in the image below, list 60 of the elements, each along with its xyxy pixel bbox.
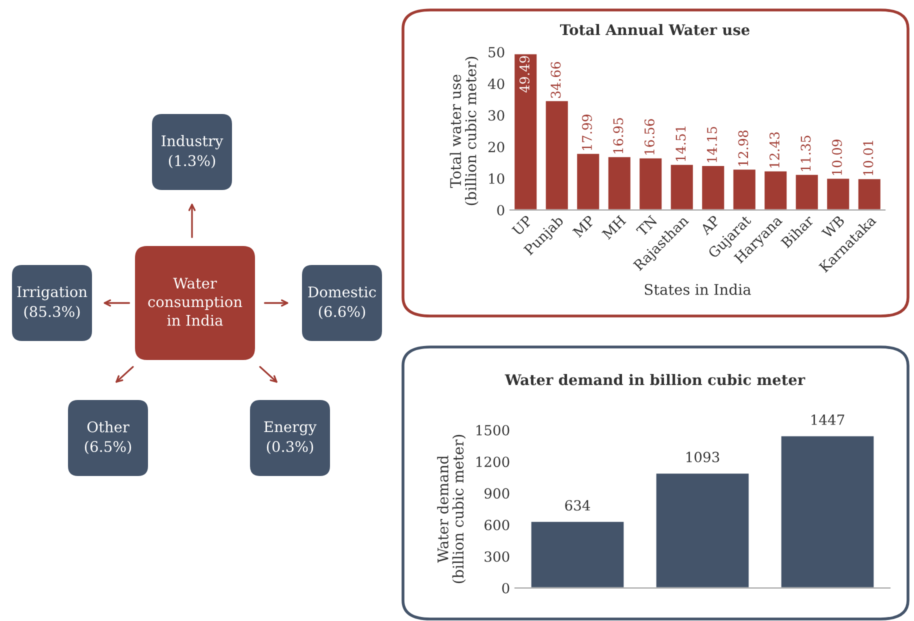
data-label: 12.43 <box>769 132 780 168</box>
bar <box>606 156 632 210</box>
bar <box>856 178 882 210</box>
data-label: 10.01 <box>863 140 874 176</box>
bar <box>576 152 601 210</box>
bar <box>732 168 757 210</box>
x-tick-label: MP <box>572 214 596 238</box>
bar <box>826 177 851 210</box>
bar <box>638 156 664 210</box>
data-label: (1.3%) <box>168 154 216 168</box>
y-axis-title: Water demand (billion cubic meter) <box>437 434 466 584</box>
bar <box>544 100 570 210</box>
data-label: 12.98 <box>738 130 748 166</box>
data-label: 11.35 <box>800 136 811 171</box>
bar <box>530 520 626 588</box>
data-label: 14.51 <box>676 126 686 161</box>
data-label: 634 <box>565 500 590 511</box>
y-tick-label: 40 <box>488 78 504 90</box>
y-tick-label: 1200 <box>476 456 510 468</box>
text: Water consumption in India <box>148 278 242 326</box>
data-label: (0.3%) <box>266 440 314 454</box>
bar <box>780 434 876 588</box>
y-tick-label: 50 <box>488 46 504 58</box>
y-tick-label: 900 <box>484 488 510 499</box>
y-tick-label: 0 <box>502 582 510 594</box>
data-label: 14.15 <box>706 126 717 162</box>
bar <box>763 170 788 210</box>
data-label: 34.66 <box>550 62 561 98</box>
y-tick-label: 30 <box>488 110 504 121</box>
bar <box>794 173 820 210</box>
data-label: 1447 <box>812 414 844 425</box>
y-tick-label: 300 <box>484 551 510 562</box>
y-tick-label: 0 <box>497 204 504 216</box>
data-label: (6.5%) <box>84 440 132 454</box>
category-label: Irrigation <box>17 286 88 300</box>
data-label: (85.3%) <box>24 306 80 320</box>
data-label: 16.95 <box>613 118 624 154</box>
data-label: (6.6%) <box>318 306 366 320</box>
y-tick-label: 600 <box>484 520 510 530</box>
chart-title: Total Annual Water use <box>560 24 750 36</box>
y-tick-label: 10 <box>489 173 504 184</box>
chart-title: Water demand in billion cubic meter <box>504 374 806 386</box>
x-axis-title: States in India <box>644 284 751 295</box>
bar <box>669 163 694 210</box>
y-tick-label: 1500 <box>476 424 510 436</box>
bar <box>513 52 538 210</box>
category-label: Energy <box>264 421 317 436</box>
bar <box>700 164 726 210</box>
data-label: 1093 <box>686 452 720 462</box>
data-label: 17.99 <box>582 114 592 150</box>
data-label: 16.56 <box>644 119 654 154</box>
x-tick-label: MH <box>602 215 626 240</box>
data-label: 49.49 <box>519 56 530 93</box>
y-axis-title: Total water use (billion cubic meter) <box>450 56 478 206</box>
category-label: Other <box>87 421 130 432</box>
y-tick-label: 20 <box>488 142 504 152</box>
category-label: Industry <box>162 135 224 150</box>
bar <box>654 472 750 588</box>
category-label: Domestic <box>308 286 376 298</box>
data-label: 10.09 <box>832 140 842 175</box>
